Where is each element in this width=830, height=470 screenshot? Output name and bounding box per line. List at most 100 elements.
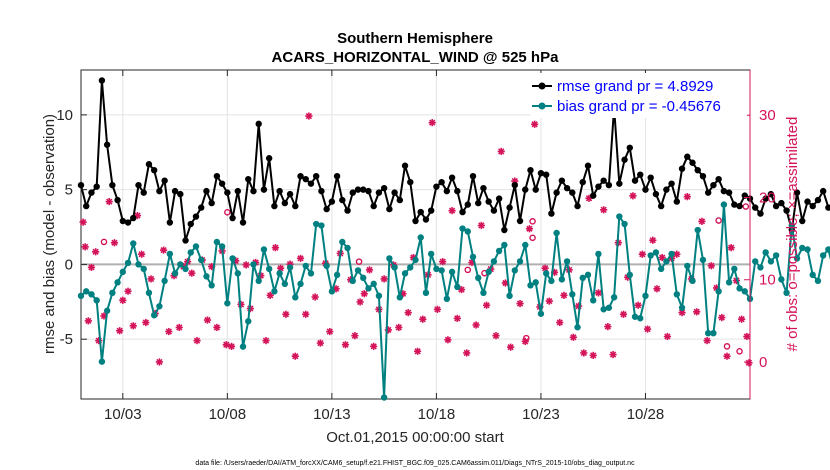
- rmse-point: [689, 159, 696, 166]
- bias-point: [187, 249, 194, 256]
- obs-assimilated-marker: [316, 339, 324, 347]
- obs-assimilated-stroke: [147, 275, 155, 283]
- rmse-point: [234, 187, 241, 195]
- bias-point: [804, 246, 811, 253]
- obs-assimilated-marker: [165, 327, 173, 336]
- rmse-point: [370, 202, 377, 210]
- obs-assimilated-stroke: [718, 314, 725, 321]
- obs-assimilated-stroke: [79, 219, 87, 226]
- left-tick-label: 5: [65, 182, 73, 199]
- obs-assimilated-stroke: [351, 332, 359, 339]
- x-axis-label: Oct.01,2015 00:00:00 start: [326, 429, 504, 446]
- rmse-point: [720, 187, 728, 195]
- bias-point: [438, 267, 445, 274]
- obs-assimilated-stroke: [439, 258, 446, 265]
- rmse-point: [469, 172, 477, 180]
- rmse-point: [323, 205, 330, 213]
- rmse-point: [218, 180, 226, 187]
- obs-assimilated-stroke: [267, 292, 274, 299]
- rmse-point: [349, 189, 356, 196]
- obs-assimilated-marker: [738, 315, 746, 323]
- obs-assimilated-marker: [110, 239, 119, 247]
- rmse-point: [339, 196, 346, 204]
- rmse-point: [245, 175, 252, 183]
- obs-assimilated-stroke: [546, 297, 553, 305]
- obs-possible-marker: [742, 203, 750, 210]
- bias-point: [610, 294, 618, 301]
- obs-assimilated-marker: [227, 342, 236, 350]
- x-tick-label: 10/03: [104, 406, 142, 423]
- bias-point: [234, 270, 241, 277]
- rmse-point: [704, 189, 712, 196]
- obs-assimilated-marker: [404, 309, 412, 317]
- rmse-point: [396, 196, 404, 204]
- rmse-point: [177, 190, 184, 198]
- rmse-point: [286, 190, 294, 198]
- bias-point: [495, 247, 503, 255]
- obs-assimilated-marker: [119, 296, 127, 304]
- obs-assimilated-stroke: [723, 353, 731, 360]
- bias-point: [537, 310, 545, 317]
- obs-possible-marker: [529, 234, 536, 242]
- rmse-point: [229, 214, 236, 222]
- obs-assimilated-stroke: [414, 348, 421, 355]
- obs-assimilated-marker: [545, 297, 553, 305]
- bias-point: [637, 315, 644, 322]
- rmse-point: [433, 183, 440, 190]
- obs-assimilated-stroke: [193, 337, 201, 344]
- rmse-point: [767, 190, 775, 198]
- rmse-point: [265, 155, 273, 162]
- obs-assimilated-marker: [580, 349, 588, 357]
- obs-assimilated-marker: [638, 250, 646, 258]
- obs-assimilated-stroke: [454, 315, 461, 322]
- bias-point: [161, 277, 168, 285]
- obs-assimilated-marker: [271, 244, 280, 252]
- bias-point: [663, 258, 670, 265]
- bias-point: [673, 291, 681, 298]
- obs-assimilated-marker: [703, 337, 711, 345]
- rmse-point: [124, 219, 132, 226]
- left-axis-label: rmse and bias (model - observation): [41, 114, 58, 354]
- rmse-point: [532, 186, 539, 193]
- bias-point: [250, 261, 257, 268]
- obs-assimilated-stroke: [124, 288, 132, 295]
- obs-assimilated-marker: [718, 313, 726, 322]
- bias-point: [595, 250, 602, 258]
- bias-point: [229, 255, 236, 262]
- rmse-point: [647, 174, 654, 181]
- bias-point: [218, 243, 226, 250]
- rmse-point: [699, 172, 707, 180]
- obs-possible-marker: [529, 218, 536, 225]
- obs-assimilated-stroke: [639, 251, 646, 258]
- bias-point: [542, 270, 550, 277]
- bias-point: [297, 280, 304, 288]
- obs-assimilated-marker: [723, 352, 731, 360]
- obs-assimilated-marker: [305, 112, 313, 120]
- rmse-point: [715, 175, 722, 183]
- rmse-point: [198, 204, 205, 211]
- rmse-point: [276, 187, 283, 195]
- bias-point: [704, 330, 712, 337]
- obs-assimilated-marker: [428, 119, 436, 127]
- rmse-point: [584, 162, 592, 169]
- bias-point: [443, 295, 451, 303]
- bias-point: [407, 264, 414, 271]
- obs-assimilated-marker: [81, 243, 89, 251]
- obs-possible-marker: [723, 343, 731, 350]
- rmse-point: [417, 208, 424, 216]
- bias-point: [590, 297, 597, 304]
- bias-point: [224, 300, 231, 307]
- rmse-point: [401, 162, 409, 169]
- obs-assimilated-stroke: [703, 337, 711, 344]
- rmse-point: [192, 213, 200, 220]
- obs-assimilated-stroke: [738, 316, 745, 323]
- rmse-point: [490, 207, 498, 214]
- bias-point: [710, 330, 717, 337]
- obs-assimilated-stroke: [463, 349, 470, 357]
- bias-point: [767, 258, 775, 265]
- bias-point: [762, 249, 769, 256]
- bias-point: [814, 277, 822, 285]
- bias-point: [553, 229, 560, 237]
- bias-point: [370, 280, 377, 288]
- rmse-point: [657, 202, 665, 210]
